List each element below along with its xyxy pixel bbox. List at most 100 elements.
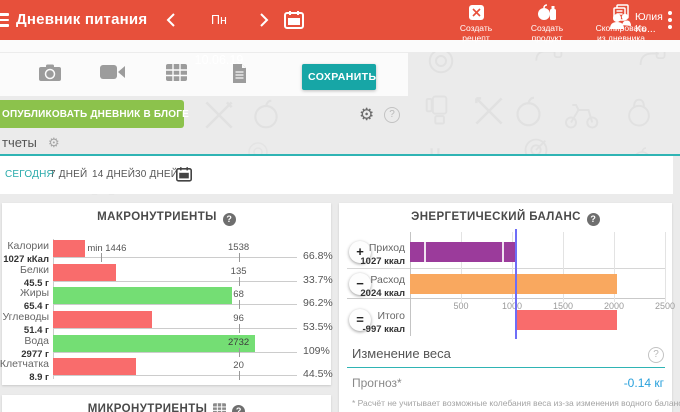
macro-axis-line <box>53 239 54 379</box>
gridline <box>563 232 564 302</box>
target-tick <box>238 371 240 380</box>
micronutrients-help-icon[interactable]: ? <box>232 405 246 412</box>
income-bar <box>410 242 515 262</box>
fat-bar <box>53 287 232 304</box>
gridline <box>665 232 666 302</box>
intake-marker-line <box>514 229 517 339</box>
macro-bar-zone: 20 <box>53 358 285 380</box>
nutrient-value: 1027 кКал <box>3 253 49 265</box>
macro-row-protein: Белки 45.5 г 135 33.7% <box>20 264 333 288</box>
period-tabs: СЕГОДНЯ 7 ДНЕЙ 14 ДНЕЙ 30 ДНЕЙ <box>0 156 673 194</box>
min-calories-label: min 1446 <box>87 243 127 254</box>
nutrient-value: 65.4 г <box>23 300 49 312</box>
target-value: 135 <box>230 266 247 277</box>
weight-help-icon[interactable]: ? <box>648 347 664 363</box>
axis-tick-label: 1000 <box>501 301 523 311</box>
target-value: 2732 <box>228 337 250 348</box>
gridline <box>614 232 615 302</box>
axis-tick-label: 2500 <box>654 301 676 311</box>
nutrient-name: Углеводы <box>2 311 49 323</box>
energy-balance-help-icon[interactable]: ? <box>586 213 600 226</box>
period-calendar-icon[interactable] <box>176 166 192 182</box>
calendar-icon[interactable] <box>284 10 304 29</box>
help-icon[interactable]: ? <box>384 107 400 123</box>
macro-chart: Калории 1027 кКал min 1446 1538 66.8% Бел… <box>0 240 333 382</box>
save-button[interactable]: СОХРАНИТЬ <box>302 64 376 90</box>
energy-balance-title: ЭНЕРГЕТИЧЕСКИЙ БАЛАНС? <box>339 211 672 226</box>
watermark-fork-knife-icon <box>470 92 508 130</box>
total-sign-icon: = <box>349 309 371 331</box>
prev-day-icon[interactable] <box>166 13 176 27</box>
tab-7-days[interactable]: 7 ДНЕЙ <box>50 169 88 180</box>
macro-bar-zone: 135 <box>53 264 285 286</box>
watermark-apple-icon <box>512 95 545 128</box>
page-title: Дневник питания <box>16 11 148 28</box>
macro-bar-zone: 96 <box>53 311 285 333</box>
income-sign-icon: + <box>349 241 371 263</box>
expense-bar <box>410 274 617 294</box>
target-value: 20 <box>233 360 244 371</box>
macro-row-carbs: Углеводы 51.4 г 96 53.5% <box>2 311 333 335</box>
action-label: Создать <box>530 23 564 33</box>
user-menu[interactable]: Юлия Ко... <box>608 11 680 35</box>
target-tick <box>238 253 240 262</box>
percent-value: 33.7% <box>303 274 333 286</box>
section-divider <box>0 154 680 156</box>
percent-value: 109% <box>303 345 330 357</box>
target-value: 96 <box>233 313 244 324</box>
document-icon[interactable] <box>232 64 247 83</box>
macro-row-water: Вода 2977 г 2732 109% <box>21 335 330 359</box>
nutrient-name: Калории <box>7 240 49 252</box>
micronutrients-panel: МИКРОНУТРИЕНТЫ? <box>2 395 331 412</box>
create-product-icon <box>537 4 557 21</box>
video-camera-icon[interactable] <box>100 64 126 80</box>
forecast-footnote: * Расчёт не учитывает возможные колебани… <box>352 398 680 408</box>
nutrient-value: 8.9 г <box>29 371 49 383</box>
meal-divider <box>501 242 504 262</box>
action-label: рецепт <box>462 33 490 44</box>
nutrient-value: 45.5 г <box>23 277 49 289</box>
action-label: Создать <box>459 23 493 33</box>
nutrient-value: 2977 г <box>21 348 49 360</box>
create-product-button[interactable]: Создать продукт <box>517 4 577 43</box>
next-day-icon[interactable] <box>259 13 269 27</box>
energy-name: Расход <box>370 274 405 286</box>
micronutrients-table-icon[interactable] <box>213 403 227 412</box>
publish-diary-button[interactable]: ОПУБЛИКОВАТЬ ДНЕВНИК В БЛОГЕ <box>0 100 189 128</box>
table-icon[interactable] <box>166 64 187 81</box>
energy-chart: 500 1000 1500 2000 2500 <box>410 229 675 339</box>
diary-date[interactable]: Пн 10.06.19 <box>194 13 244 67</box>
create-recipe-button[interactable]: Создать рецепт <box>446 4 506 43</box>
min-tick <box>101 253 103 262</box>
fiber-bar <box>53 358 136 375</box>
tab-30-days[interactable]: 30 ДНЕЙ <box>135 169 179 180</box>
energy-balance-panel: ЭНЕРГЕТИЧЕСКИЙ БАЛАНС? + Приход 1027 ккал… <box>339 203 680 412</box>
energy-value: 1027 ккал <box>360 255 405 267</box>
macro-row-label: Жиры 65.4 г <box>20 288 49 311</box>
reports-gear-icon[interactable]: ⚙ <box>48 135 60 150</box>
carbs-bar <box>53 311 153 328</box>
energy-name: Итого <box>377 310 405 322</box>
settings-gear-icon[interactable]: ⚙ <box>359 105 375 124</box>
diary-toolbar: СОХРАНИТЬ <box>0 52 408 96</box>
macronutrients-help-icon[interactable]: ? <box>222 213 236 226</box>
water-bar <box>53 335 256 352</box>
photo-camera-icon[interactable] <box>38 64 62 82</box>
action-label: продукт <box>531 33 563 44</box>
more-options-icon[interactable] <box>668 11 672 32</box>
macronutrients-panel: МАКРОНУТРИЕНТЫ? Калории 1027 кКал min 144… <box>0 203 333 385</box>
energy-value: -997 ккал <box>362 323 405 335</box>
panel-title-text: МИКРОНУТРИЕНТЫ <box>87 403 208 412</box>
macro-row-calories: Калории 1027 кКал min 1446 1538 66.8% <box>3 240 333 264</box>
energy-value: 2024 ккал <box>360 287 405 299</box>
target-tick <box>238 348 240 357</box>
macro-row-label: Белки 45.5 г <box>20 265 49 288</box>
energy-row-label: Итого -997 ккал <box>363 311 405 334</box>
watermark-utensils-icon <box>200 96 238 134</box>
protein-bar <box>53 264 116 281</box>
tab-today[interactable]: СЕГОДНЯ <box>5 169 54 180</box>
menu-icon[interactable] <box>0 13 9 30</box>
row-divider-line <box>347 268 665 269</box>
tab-14-days[interactable]: 14 ДНЕЙ <box>92 169 136 180</box>
